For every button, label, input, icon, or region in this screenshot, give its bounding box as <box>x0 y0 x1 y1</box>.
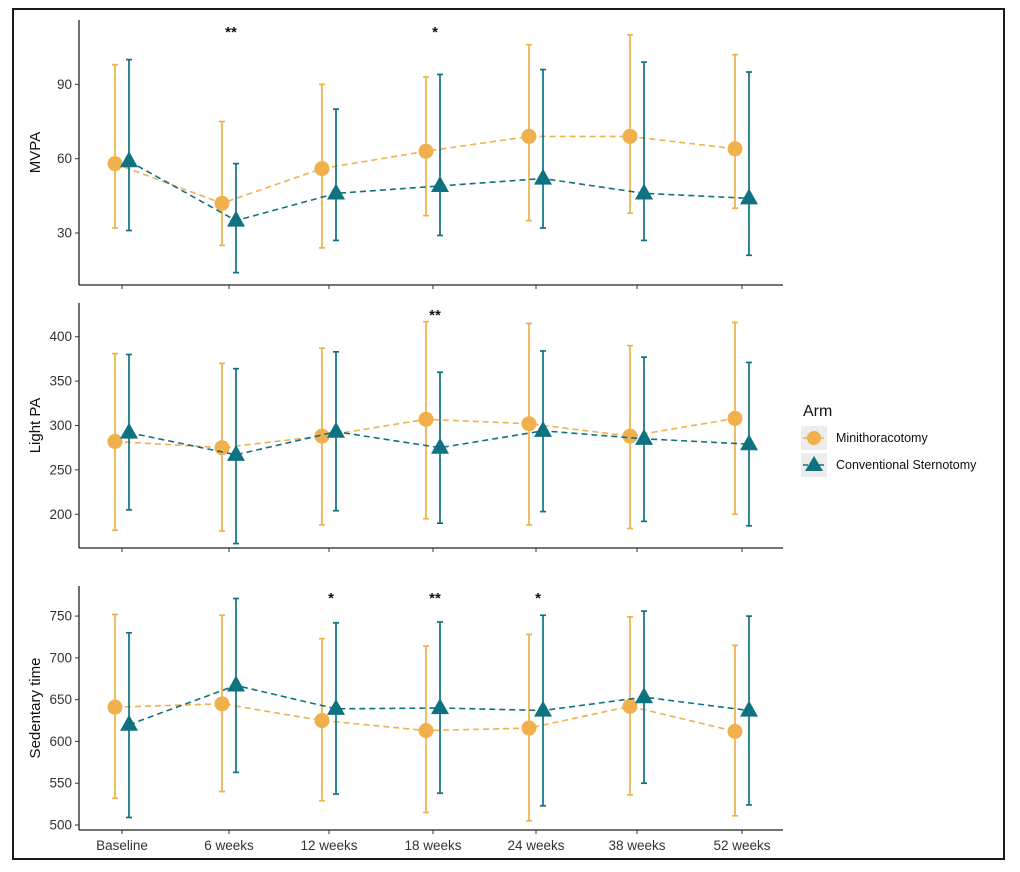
y-tick-label: 60 <box>57 151 72 166</box>
data-point <box>635 687 653 704</box>
data-point <box>227 675 245 692</box>
data-point <box>418 143 434 159</box>
data-point <box>314 713 330 729</box>
y-tick-label: 600 <box>49 734 72 749</box>
data-point <box>314 428 330 444</box>
data-point <box>107 156 123 172</box>
data-point <box>214 696 230 712</box>
data-point <box>120 714 138 731</box>
series-conventional-sternotomy <box>120 58 758 274</box>
y-tick-label: 650 <box>49 692 72 707</box>
data-point <box>314 161 330 177</box>
data-point <box>327 183 345 200</box>
data-point <box>622 698 638 714</box>
figure-frame <box>12 8 1005 860</box>
x-tick-label: 24 weeks <box>507 838 564 853</box>
panel-sedentary-time: 500 550 600 650 700 750 Baseline 6 weeks 12 week… <box>27 586 783 853</box>
series-minithoracotomy <box>107 34 743 249</box>
significance-marker: ** <box>429 590 441 607</box>
data-point <box>635 183 653 200</box>
y-tick-label: 400 <box>49 329 72 344</box>
legend-label-minithoracotomy: Minithoracotomy <box>836 431 928 445</box>
y-tick-label: 250 <box>49 462 72 477</box>
series-conventional-sternotomy <box>120 597 758 819</box>
y-axis-title: MVPA <box>27 132 44 173</box>
y-tick-label: 550 <box>49 776 72 791</box>
y-tick-label: 350 <box>49 374 72 389</box>
y-tick-label: 30 <box>57 225 72 240</box>
x-tick-label: 12 weeks <box>300 838 357 853</box>
significance-marker: * <box>535 590 541 607</box>
y-tick-label: 300 <box>49 418 72 433</box>
legend-title: Arm <box>803 403 832 420</box>
significance-marker: * <box>328 590 334 607</box>
data-point <box>120 422 138 439</box>
data-point <box>622 428 638 444</box>
x-tick-label: 18 weeks <box>404 838 461 853</box>
data-point <box>327 421 345 438</box>
data-point <box>521 128 537 144</box>
legend-key-triangle-icon <box>805 456 823 471</box>
series-minithoracotomy <box>107 320 743 532</box>
significance-marker: ** <box>225 24 237 41</box>
data-point <box>327 698 345 715</box>
data-point <box>534 168 552 185</box>
y-axis-title: Light PA <box>27 398 44 454</box>
data-point <box>740 188 758 205</box>
data-point <box>727 141 743 157</box>
x-tick-label: 38 weeks <box>608 838 665 853</box>
data-point <box>214 195 230 211</box>
data-point <box>431 176 449 193</box>
x-tick-label: 6 weeks <box>204 838 254 853</box>
data-point <box>521 416 537 432</box>
y-axis-title: Sedentary time <box>27 658 44 759</box>
series-conventional-sternotomy <box>120 350 758 545</box>
y-tick-label: 500 <box>49 817 72 832</box>
y-tick-label: 200 <box>49 507 72 522</box>
legend: Arm Minithoracotomy Conventional Sternot… <box>801 403 977 477</box>
data-point <box>534 700 552 717</box>
y-tick-label: 90 <box>57 77 72 92</box>
significance-marker: ** <box>429 307 441 324</box>
significance-marker: * <box>432 24 438 41</box>
data-point <box>107 433 123 449</box>
legend-label-sternotomy: Conventional Sternotomy <box>836 458 977 472</box>
data-point <box>431 437 449 454</box>
data-point <box>740 700 758 717</box>
data-point <box>727 723 743 739</box>
data-point <box>740 434 758 451</box>
y-tick-label: 700 <box>49 650 72 665</box>
data-point <box>534 420 552 437</box>
data-point <box>227 210 245 227</box>
data-point <box>227 444 245 461</box>
data-point <box>635 428 653 445</box>
data-point <box>622 128 638 144</box>
legend-key-circle-icon <box>807 431 821 445</box>
data-point <box>727 410 743 426</box>
data-point <box>418 411 434 427</box>
data-point <box>418 723 434 739</box>
panel-light-pa: 200 250 300 350 400 Light PA ** <box>27 303 783 552</box>
data-point <box>431 698 449 715</box>
x-tick-label: Baseline <box>96 838 148 853</box>
y-tick-label: 750 <box>49 609 72 624</box>
x-tick-label: 52 weeks <box>713 838 770 853</box>
series-minithoracotomy <box>107 613 743 822</box>
data-point <box>521 720 537 736</box>
data-point <box>107 699 123 715</box>
data-point <box>120 151 138 168</box>
